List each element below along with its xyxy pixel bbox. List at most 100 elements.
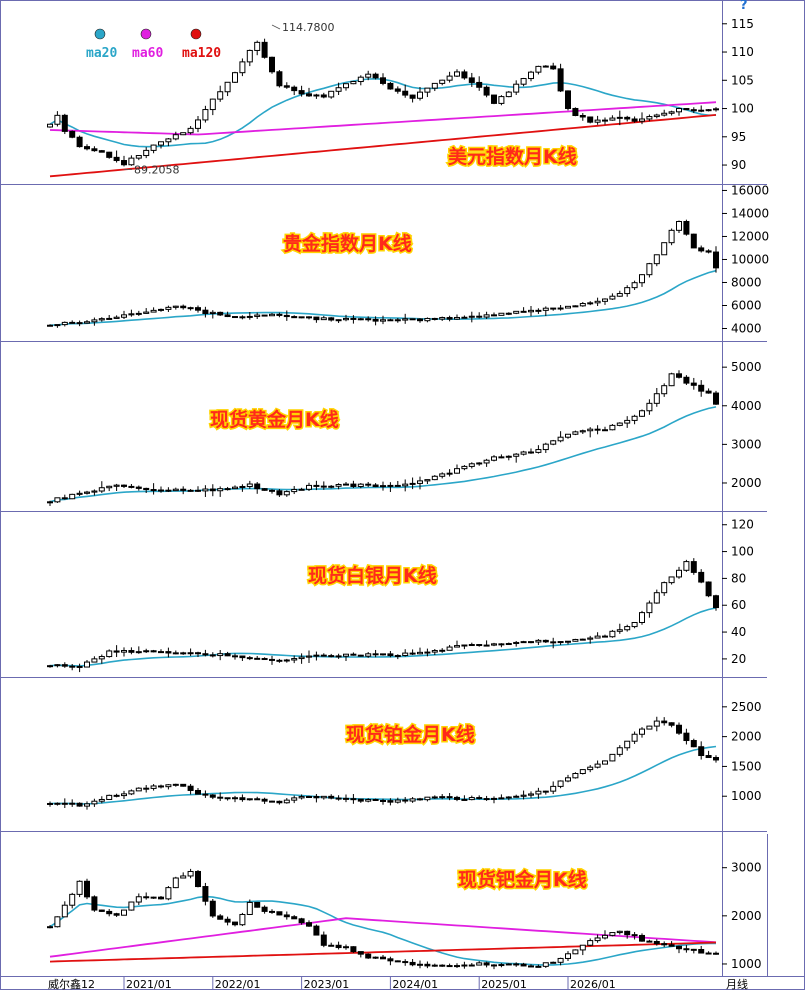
candle [372, 483, 379, 488]
candle [683, 108, 690, 111]
candle [624, 115, 631, 122]
y-tick-label: 110 [731, 45, 754, 59]
candle [224, 916, 231, 926]
candle [76, 320, 83, 327]
candle [417, 476, 423, 490]
y-tick-label: 1000 [731, 789, 762, 803]
candle [84, 144, 90, 151]
candle [313, 651, 320, 661]
candle [54, 802, 61, 806]
candle [454, 963, 460, 969]
candle [47, 801, 53, 807]
y-tick-label: 3000 [731, 437, 762, 451]
candle [387, 82, 394, 90]
candle [239, 912, 246, 927]
x-tick-label: 2022/01 [215, 978, 261, 990]
panel-title: 现货白银月K线 [308, 564, 437, 587]
candle [446, 963, 453, 968]
candle [209, 794, 216, 800]
candle [121, 155, 127, 167]
candle [61, 662, 68, 668]
candle [357, 483, 364, 489]
candle [409, 94, 416, 103]
legend-marker [94, 28, 106, 40]
candle [424, 87, 431, 98]
panel-title: 现货铂金月K线 [346, 723, 475, 746]
candle [550, 307, 557, 311]
candle [54, 916, 61, 928]
candle [313, 316, 320, 323]
candle [394, 480, 401, 487]
candle [276, 312, 283, 318]
candle [128, 484, 135, 489]
candle [535, 65, 542, 75]
candle [557, 957, 564, 966]
candle [528, 791, 534, 798]
candle [158, 784, 164, 789]
candle [713, 246, 719, 273]
candle [195, 116, 201, 133]
candle [565, 774, 571, 783]
candle [661, 717, 668, 726]
candle [565, 951, 571, 962]
y-tick-label: 100 [731, 545, 754, 559]
candle [47, 925, 53, 929]
candle [187, 306, 194, 311]
app-title: 威尔鑫12 [48, 977, 95, 990]
candle [283, 911, 290, 920]
candle [446, 71, 453, 83]
candle [468, 963, 475, 967]
candle [572, 305, 579, 308]
candle [217, 311, 224, 316]
candle [676, 722, 682, 735]
candle [483, 961, 490, 968]
candle [535, 308, 542, 314]
candle [690, 107, 697, 114]
candle [713, 755, 719, 763]
candle [343, 83, 349, 91]
candle [143, 892, 150, 900]
candle [202, 649, 209, 657]
x-axis: 威尔鑫12 2021/01 2022/01 2023/01 2024/01 2025/01… [48, 976, 748, 990]
candle [165, 784, 172, 790]
candle [690, 948, 697, 954]
candle [468, 642, 475, 647]
ma120-line [49, 941, 717, 963]
ma20-line [49, 745, 717, 805]
candle [513, 453, 520, 463]
candle [646, 262, 653, 278]
candle [372, 956, 379, 959]
candle [172, 131, 179, 141]
candle [594, 760, 601, 769]
candle [572, 772, 579, 779]
candle [668, 372, 675, 387]
candle [483, 85, 490, 98]
candle [283, 658, 290, 663]
candle [409, 797, 416, 803]
candle [476, 795, 483, 800]
legend-label: ma20 [86, 46, 117, 61]
candle [624, 740, 631, 751]
candle [224, 797, 231, 801]
candle [232, 921, 238, 927]
candle [616, 930, 623, 935]
candle [491, 312, 497, 317]
candle [439, 472, 446, 479]
candle [254, 796, 261, 801]
candle [269, 800, 275, 803]
candle [76, 490, 83, 497]
candle [232, 795, 238, 803]
candle [306, 795, 312, 798]
candle [602, 426, 608, 432]
candle [528, 964, 534, 968]
candle [76, 135, 83, 148]
candle [446, 315, 453, 322]
period-label[interactable]: 月线 [726, 977, 748, 990]
candle [394, 960, 401, 963]
candle [121, 310, 127, 319]
candle [513, 794, 520, 798]
help-icon[interactable]: ? [740, 0, 748, 13]
candle [372, 72, 379, 80]
